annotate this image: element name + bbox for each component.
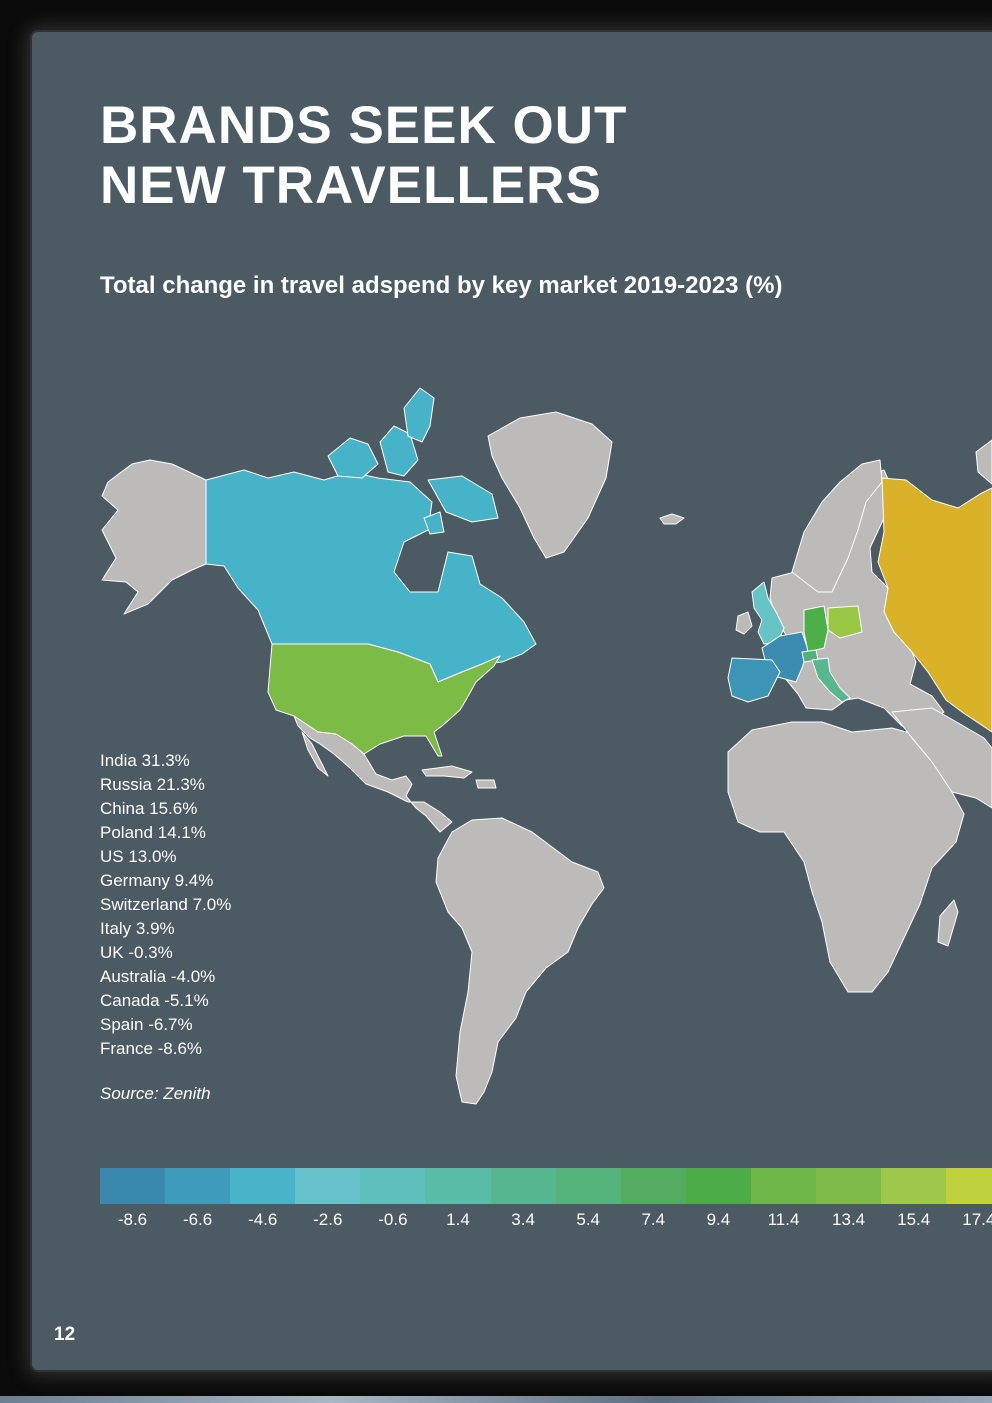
page-number: 12 (54, 1324, 76, 1345)
scale-tick-label: 11.4 (767, 1210, 800, 1229)
cuba-shape (421, 765, 473, 779)
scale-tick-label: 3.4 (511, 1210, 535, 1229)
market-item: Switzerland 7.0% (100, 895, 232, 914)
color-scale-bar (100, 1168, 992, 1204)
spain-shape (727, 657, 781, 703)
scale-swatch (360, 1168, 426, 1204)
scale-tick-label: -0.6 (378, 1210, 408, 1229)
market-item: US 13.0% (100, 847, 177, 866)
scale-swatch (946, 1168, 992, 1204)
map-subtitle: Total change in travel adspend by key ma… (100, 272, 783, 299)
market-item: China 15.6% (100, 799, 198, 818)
scale-tick-label: 9.4 (706, 1210, 731, 1229)
canada-islands-4 (427, 475, 499, 523)
alaska-shape (101, 459, 207, 615)
market-item: Canada -5.1% (100, 991, 209, 1010)
market-item: Australia -4.0% (100, 967, 216, 986)
asia-edge-shape (975, 439, 992, 485)
market-item: Italy 3.9% (100, 919, 175, 938)
russia-shape (877, 477, 992, 733)
hispaniola-shape (475, 779, 497, 789)
title-line-2: NEW TRAVELLERS (100, 156, 602, 215)
source-note: Source: Zenith (100, 1084, 211, 1103)
market-item: India 31.3% (100, 751, 190, 770)
scale-swatch (490, 1168, 556, 1204)
germany-shape (803, 605, 829, 653)
south-america-shape (435, 817, 605, 1105)
color-scale-ticks: -8.6 -6.6 -4.6 -2.6 -0.6 1.4 3.4 5.4 7.4 9.4 11.4 1… (100, 1210, 992, 1234)
scale-swatch (165, 1168, 231, 1204)
scale-tick-label: 17.4 (962, 1210, 992, 1229)
scale-swatch (425, 1168, 491, 1204)
page-title: BRANDS SEEK OUT NEW TRAVELLERS (100, 96, 627, 216)
scale-swatch (881, 1168, 947, 1204)
market-item: UK -0.3% (100, 943, 173, 962)
scale-tick-label: -8.6 (117, 1210, 148, 1229)
ireland-shape (735, 611, 753, 635)
scale-swatch (295, 1168, 361, 1204)
italy-shape (811, 657, 851, 703)
market-list: India 31.3% Russia 21.3% China 15.6% Poland… (100, 749, 231, 1061)
africa-shape (727, 721, 965, 993)
market-item: Poland 14.1% (100, 823, 206, 842)
madagascar-shape (937, 899, 959, 947)
poland-shape (827, 605, 863, 639)
scale-tick-label: 7.4 (641, 1210, 666, 1229)
scale-swatch (620, 1168, 686, 1204)
market-item: Spain -6.7% (100, 1015, 193, 1034)
scale-tick-label: 1.4 (446, 1210, 470, 1229)
scale-swatch (230, 1168, 296, 1204)
scale-swatch (816, 1168, 882, 1204)
baja-shape (301, 731, 329, 777)
scale-tick-label: 13.4 (832, 1210, 866, 1229)
middle-east-shape (891, 707, 992, 809)
canada-islands-2 (379, 425, 419, 477)
scale-swatch (750, 1168, 817, 1204)
market-item: Russia 21.3% (100, 775, 205, 794)
scale-swatch (555, 1168, 621, 1204)
mexico-shape (293, 715, 453, 833)
greenland-shape (487, 411, 613, 559)
scale-tick-label: -2.6 (313, 1210, 343, 1229)
title-line-1: BRANDS SEEK OUT (100, 96, 628, 155)
scale-tick-label: 15.4 (897, 1210, 931, 1229)
report-page: BRANDS SEEK OUT NEW TRAVELLERS Total cha… (32, 32, 992, 1370)
market-item: France -8.6% (100, 1039, 203, 1058)
canada-islands-3 (403, 387, 435, 443)
iceland-shape (659, 513, 685, 525)
market-item: Germany 9.4% (100, 871, 214, 890)
scale-tick-label: 5.4 (576, 1210, 600, 1229)
canada-islands-5 (423, 511, 445, 535)
world-map (101, 387, 992, 1105)
scale-swatch (100, 1168, 166, 1204)
canada-islands-1 (327, 437, 379, 479)
scale-tick-label: -4.6 (248, 1210, 278, 1229)
scale-tick-label: -6.6 (182, 1210, 213, 1229)
bottom-strip (0, 1396, 992, 1403)
scale-swatch (685, 1168, 751, 1204)
